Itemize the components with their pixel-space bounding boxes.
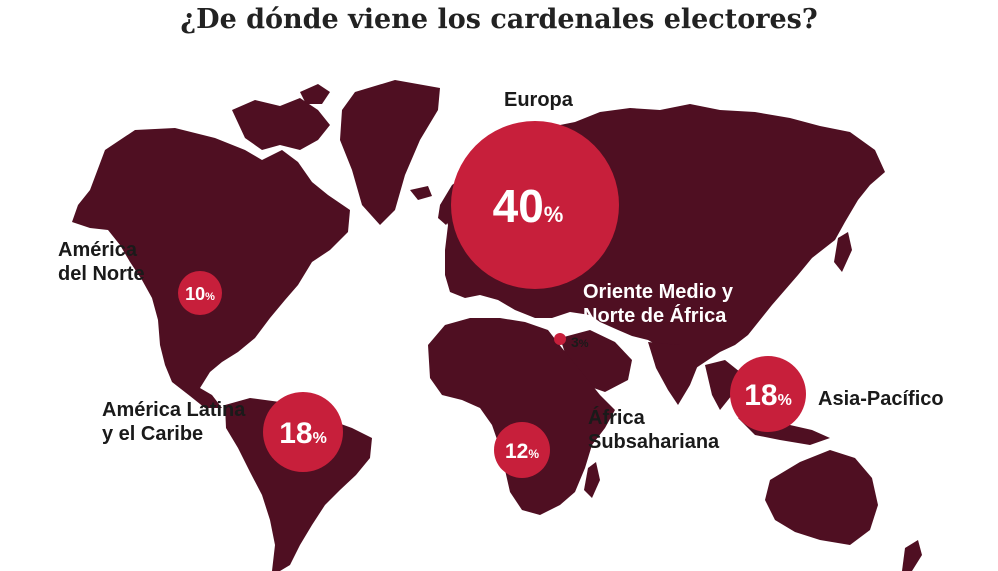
europa-unit: % [544,202,564,227]
greenland-shape [340,80,440,225]
europa-label-line-1: Europa [504,89,574,111]
america-norte-pct-text: 10% [185,284,215,304]
america-latina-bubble [263,392,343,472]
iceland-shape [410,186,432,200]
asia-pacifico-pct-text: 18% [744,379,792,412]
america-norte-bubble [178,271,222,315]
america-norte-label: América del Norte [58,239,145,285]
asia-pacifico-bubble-group: 18% [730,356,806,432]
america-latina-label-line-1: América Latina [102,399,246,421]
africa-shape [428,318,615,515]
america-norte-label-line-2: del Norte [58,263,145,285]
europa-label: Europa [504,89,574,111]
africa-sub-bubble-group: 12% [494,422,550,478]
africa-sub-bubble [494,422,550,478]
america-norte-bubble-group: 10% [178,271,222,315]
new-zealand-shape [902,540,922,571]
asia-pacifico-bubble [730,356,806,432]
europa-pct-text: 40% [493,180,564,232]
africa-sub-pct-text: 12% [505,440,539,463]
america-norte-value: 10 [185,284,205,304]
map-title: ¿De dónde viene los cardenales electores… [180,4,818,35]
africa-sub-label-line-1: África [588,406,646,429]
oriente-medio-bubble [554,333,566,345]
asia-pacifico-label-line-1: Asia-Pacífico [818,388,944,410]
africa-sub-label: África Subsahariana [588,406,720,453]
asia-pacifico-value: 18 [744,379,777,412]
asia-pacifico-label: Asia-Pacífico [818,388,944,410]
asia-pacifico-unit: % [778,392,792,409]
europa-value: 40 [493,180,544,232]
america-latina-pct-text: 18% [279,417,327,450]
oriente-medio-value: 3 [571,334,579,350]
america-latina-label: América Latina y el Caribe [102,399,251,445]
america-norte-label-line-1: América [58,239,138,261]
africa-sub-value: 12 [505,440,528,463]
oriente-medio-pct-text: 3% [571,334,589,350]
north-america-shape [72,128,350,408]
madagascar-shape [584,462,600,498]
america-latina-value: 18 [279,417,312,450]
europa-bubble [451,121,619,289]
africa-sub-label-line-2: Subsahariana [588,431,720,453]
europa-bubble-group: 40% [451,121,619,289]
america-norte-unit: % [205,291,215,303]
arctic-islands-shape [232,98,330,150]
oriente-medio-unit: % [579,338,589,350]
america-latina-unit: % [313,430,327,447]
southeast-asia-shape [705,360,740,410]
british-isles-shape [438,195,455,225]
japan-shape [834,232,852,272]
america-latina-bubble-group: 18% [263,392,343,472]
india-shape [648,342,700,405]
oriente-medio-label-line-1: Oriente Medio y [583,281,734,303]
america-latina-label-line-2: y el Caribe [102,423,203,445]
oriente-medio-label: Oriente Medio y Norte de África [583,281,739,327]
australia-shape [765,450,878,545]
africa-sub-unit: % [528,447,539,461]
oriente-medio-label-line-2: Norte de África [583,304,727,327]
arctic-island-2-shape [300,84,330,104]
oriente-medio-bubble-group: 3% [554,333,589,350]
